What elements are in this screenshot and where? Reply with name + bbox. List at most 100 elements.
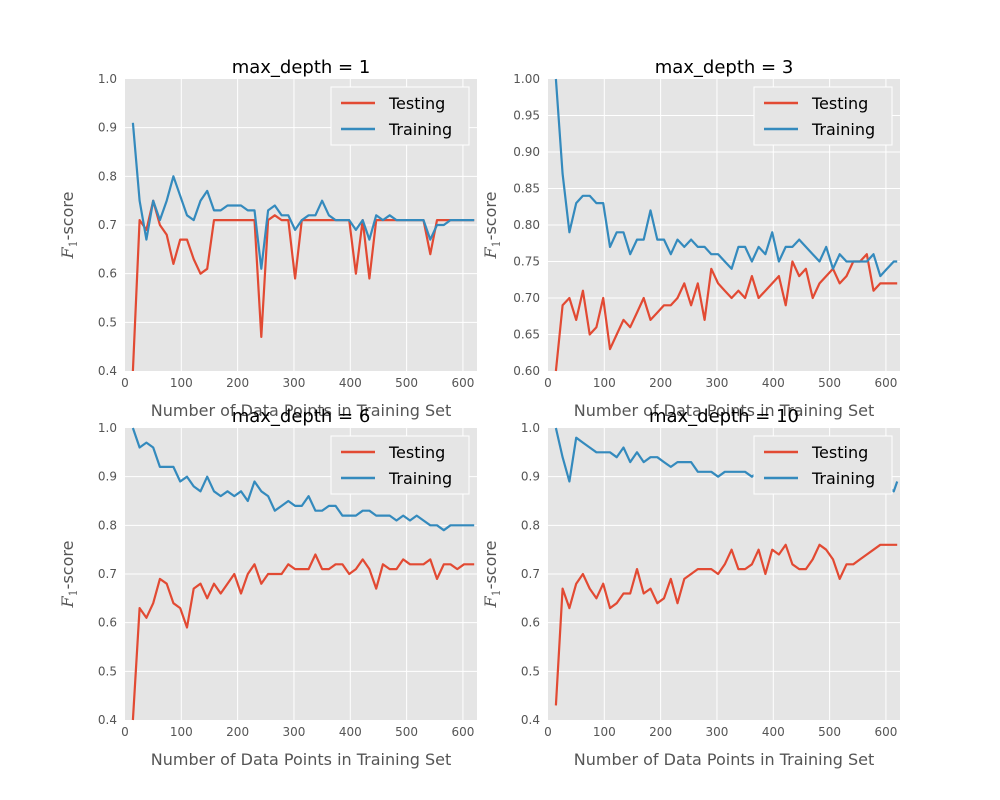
y-axis-label-rest: -score [58, 192, 77, 241]
x-tick-label: 100 [593, 376, 616, 390]
x-tick-label: 0 [544, 725, 552, 739]
y-tick-label: 0.8 [98, 518, 117, 532]
y-axis-label-sub: 1 [490, 589, 503, 596]
y-tick-label: 0.70 [513, 291, 540, 305]
legend-label-training: Training [811, 120, 875, 139]
legend: Testing Training [330, 435, 470, 495]
y-axis-label-rest: -score [481, 192, 500, 241]
x-tick-label: 600 [874, 376, 897, 390]
x-tick-label: 400 [762, 376, 785, 390]
legend-label-training: Training [811, 469, 875, 488]
y-tick-label: 0.5 [521, 664, 540, 678]
y-tick-label: 1.0 [521, 421, 540, 435]
x-tick-label: 500 [395, 376, 418, 390]
x-axis-label: Number of Data Points in Training Set [151, 750, 451, 769]
y-axis-label-sub: 1 [67, 240, 80, 247]
y-tick-label: 0.60 [513, 364, 540, 378]
x-axis-label: Number of Data Points in Training Set [574, 750, 874, 769]
chart-panel-3: 0 100 200 300 400 500 600 0.4 0.5 0.6 0.7 0.8 0.9 1.0… [58, 406, 477, 769]
y-tick-label: 0.4 [98, 713, 117, 727]
y-tick-label: 1.0 [98, 72, 117, 86]
y-tick-label: 0.95 [513, 109, 540, 123]
y-tick-label: 0.9 [98, 470, 117, 484]
x-tick-label: 200 [649, 725, 672, 739]
x-tick-label: 500 [395, 725, 418, 739]
x-tick-label: 400 [339, 376, 362, 390]
series-line-training [554, 78, 898, 278]
legend: Testing Training [330, 86, 470, 146]
legend-label-testing: Testing [811, 94, 868, 113]
chart-panel-4: 0 100 200 300 400 500 600 0.4 0.5 0.6 0.7 0.8 0.9 1.0… [481, 406, 900, 769]
x-tick-label: 300 [706, 725, 729, 739]
y-axis-label-sub: 1 [67, 589, 80, 596]
y-axis-label-main: F [58, 246, 77, 259]
legend-label-training: Training [388, 120, 452, 139]
legend: Testing Training [753, 86, 893, 146]
y-tick-label: 0.8 [521, 518, 540, 532]
x-tick-label: 400 [339, 725, 362, 739]
x-tick-label: 0 [121, 725, 129, 739]
legend-label-testing: Testing [388, 94, 445, 113]
chart-panel-1: 0 100 200 300 400 500 600 0.4 0.5 0.6 0.7 0.8 0.9 1.0… [58, 57, 477, 420]
y-tick-label: 0.6 [98, 616, 117, 630]
x-tick-label: 100 [170, 376, 193, 390]
chart-title: max_depth = 1 [232, 57, 371, 78]
x-tick-label: 200 [649, 376, 672, 390]
legend-box [753, 86, 893, 146]
y-tick-label: 0.6 [521, 616, 540, 630]
y-axis-label: F1-score [481, 541, 503, 609]
y-axis-label-rest: -score [481, 541, 500, 590]
series-line-training [131, 427, 475, 532]
y-axis-label-main: F [481, 246, 500, 259]
x-tick-label: 0 [121, 376, 129, 390]
y-tick-label: 0.90 [513, 145, 540, 159]
y-axis-label-main: F [481, 595, 500, 608]
x-tick-label: 400 [762, 725, 785, 739]
legend-box [753, 435, 893, 495]
y-tick-label: 1.00 [513, 72, 540, 86]
x-axis-label: Number of Data Points in Training Set [574, 401, 874, 420]
x-tick-label: 200 [226, 725, 249, 739]
y-tick-label: 0.7 [98, 218, 117, 232]
chart-title: max_depth = 10 [649, 406, 799, 427]
y-tick-label: 0.7 [521, 567, 540, 581]
chart-panel-2: 0 100 200 300 400 500 600 0.60 0.65 0.70 0.75 0.80 0… [481, 57, 900, 420]
x-tick-label: 600 [451, 725, 474, 739]
x-tick-label: 300 [283, 725, 306, 739]
series-line-testing [131, 553, 475, 721]
y-axis-label: F1-score [58, 192, 80, 260]
series-line-testing [554, 253, 898, 372]
y-axis-label-main: F [58, 595, 77, 608]
series-line-testing [554, 543, 898, 706]
y-axis-label-rest: -score [58, 541, 77, 590]
x-tick-label: 600 [451, 376, 474, 390]
x-tick-label: 300 [706, 376, 729, 390]
y-tick-label: 0.4 [98, 364, 117, 378]
y-tick-label: 1.0 [98, 421, 117, 435]
x-axis-label: Number of Data Points in Training Set [151, 401, 451, 420]
legend-label-testing: Testing [811, 443, 868, 462]
x-tick-label: 600 [874, 725, 897, 739]
chart-title: max_depth = 3 [655, 57, 794, 78]
y-tick-label: 0.75 [513, 255, 540, 269]
y-tick-label: 0.9 [521, 470, 540, 484]
y-axis-label: F1-score [481, 192, 503, 260]
y-tick-label: 0.5 [98, 315, 117, 329]
legend-box [330, 435, 470, 495]
y-tick-label: 0.8 [98, 169, 117, 183]
chart-title: max_depth = 6 [232, 406, 371, 427]
x-tick-label: 0 [544, 376, 552, 390]
x-tick-label: 100 [593, 725, 616, 739]
x-tick-label: 300 [283, 376, 306, 390]
series-line-training [131, 122, 475, 270]
y-tick-label: 0.5 [98, 664, 117, 678]
y-tick-label: 0.65 [513, 328, 540, 342]
y-axis-label-sub: 1 [490, 240, 503, 247]
x-tick-label: 200 [226, 376, 249, 390]
y-tick-label: 0.7 [98, 567, 117, 581]
x-tick-label: 100 [170, 725, 193, 739]
legend-label-testing: Testing [388, 443, 445, 462]
legend-box [330, 86, 470, 146]
y-axis-label: F1-score [58, 541, 80, 609]
